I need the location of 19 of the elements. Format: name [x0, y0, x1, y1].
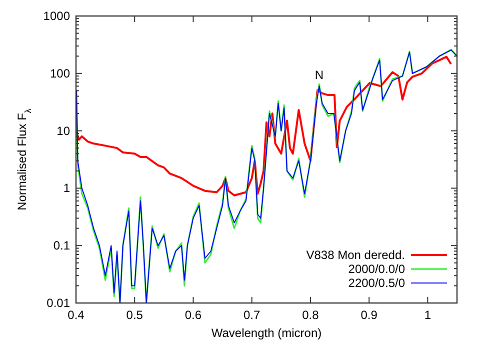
- y-tick-label: 1000: [43, 9, 70, 23]
- x-tick-label: 0.7: [244, 308, 261, 322]
- x-tick-label: 0.4: [68, 308, 85, 322]
- legend-label: 2200/0.5/0: [348, 276, 406, 290]
- x-tick-label: 0.8: [302, 308, 320, 322]
- legend-label: V838 Mon deredd.: [306, 248, 405, 262]
- y-tick-label: 100: [50, 66, 70, 80]
- y-tick-label: 1: [63, 181, 70, 196]
- x-axis-title: Wavelength (micron): [211, 326, 322, 340]
- y-tick-label: 0.1: [53, 238, 70, 253]
- x-tick-label: 0.6: [184, 308, 202, 322]
- y-tick-label: 0.01: [46, 296, 70, 310]
- legend-label: 2000/0.0/0: [348, 262, 406, 276]
- x-tick-label: 0.9: [360, 308, 378, 322]
- y-tick-label: 10: [56, 124, 70, 138]
- annotation: N: [314, 68, 324, 82]
- x-tick-label: 1: [424, 308, 432, 322]
- x-tick-label: 0.5: [126, 308, 144, 322]
- line-series: [76, 56, 452, 196]
